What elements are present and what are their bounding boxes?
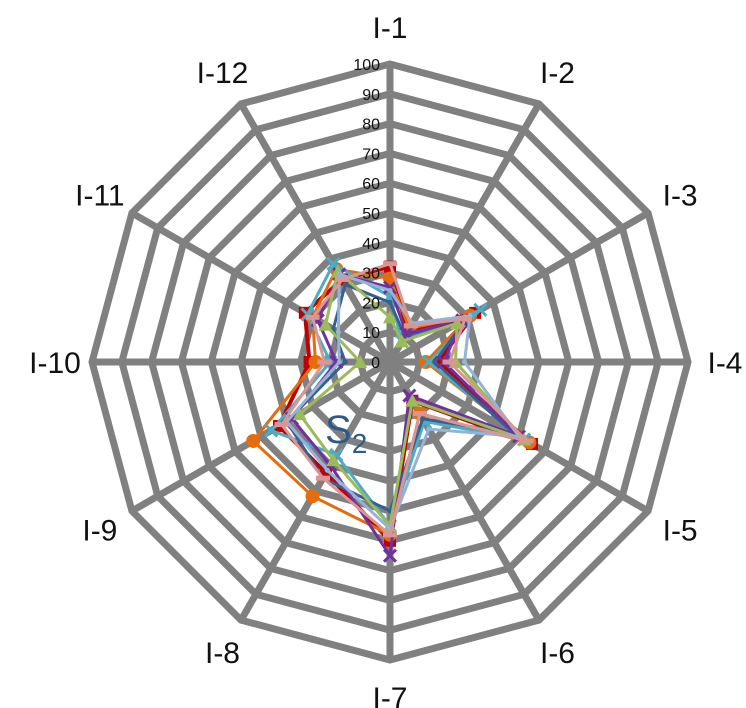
- series-7-point-I-8: [324, 467, 330, 473]
- category-labels: I-1 I-2 I-3 I-4 I-5 I-6 I-7 I-8 I-9 I-10 I-11 I-12: [29, 12, 742, 708]
- category-label-I-9: I-9: [82, 515, 117, 548]
- series-7-point-I-12: [336, 271, 342, 277]
- series-6-point-I-2: [394, 334, 409, 348]
- series-2-point-I-9: [246, 433, 261, 448]
- series-6-point-I-11: [318, 317, 333, 331]
- category-label-I-1: I-1: [372, 12, 407, 45]
- series-4-point-I-1: [387, 299, 393, 305]
- series-7-point-I-10: [336, 359, 342, 365]
- category-label-I-6: I-6: [540, 637, 575, 670]
- spoke-I-3: [388, 209, 650, 366]
- chart-annotation: S2: [325, 408, 367, 459]
- r-tick-label-40: 40: [362, 236, 380, 253]
- series-8-point-I-2: [403, 323, 418, 329]
- series-5-point-I-1: [382, 280, 398, 295]
- r-tick-label-50: 50: [362, 206, 380, 223]
- series-6-point-I-10: [353, 355, 368, 368]
- series-8-point-I-4: [442, 359, 457, 365]
- series-7-point-I-1: [387, 287, 393, 293]
- r-tick-label-90: 90: [362, 87, 380, 104]
- category-label-I-8: I-8: [205, 637, 240, 670]
- series-8-point-I-10: [317, 359, 332, 365]
- series-4-point-I-12: [342, 282, 348, 288]
- series-6-point-I-6: [405, 393, 420, 407]
- series-8: [274, 261, 534, 538]
- series-8-point-I-5: [519, 438, 534, 444]
- spoke-I-11: [130, 209, 392, 366]
- series-8-point-I-7: [383, 532, 397, 538]
- category-label-I-12: I-12: [197, 57, 249, 90]
- series-7-point-I-4: [462, 359, 467, 365]
- series-6-point-I-8: [326, 453, 341, 467]
- series-8-point-I-9: [274, 422, 289, 428]
- r-tick-label-80: 80: [362, 117, 380, 134]
- radar-grid: [88, 60, 692, 664]
- category-label-I-4: I-4: [707, 347, 742, 380]
- series-4-point-I-6: [420, 416, 426, 422]
- series-2-point-I-10: [308, 355, 323, 369]
- series-8-point-I-12: [335, 276, 350, 282]
- spoke-I-12: [237, 102, 394, 364]
- r-tick-label-30: 30: [362, 266, 380, 283]
- series-7-point-I-11: [335, 329, 341, 335]
- spoke-I-9: [130, 358, 392, 515]
- series-4-point-I-10: [342, 359, 348, 365]
- series-3-point-I-4: [421, 354, 436, 370]
- series-6-point-I-3: [450, 316, 465, 330]
- r-tick-label-20: 20: [362, 295, 380, 312]
- series-6-point-I-1: [383, 310, 397, 324]
- category-label-I-2: I-2: [540, 57, 575, 90]
- r-tick-label-0: 0: [371, 355, 380, 372]
- r-tick-label-70: 70: [362, 146, 380, 163]
- series-8-point-I-3: [457, 316, 472, 322]
- series-8-point-I-11: [305, 314, 320, 320]
- annotation-subscript: 2: [352, 428, 368, 459]
- category-label-I-7: I-7: [372, 682, 407, 708]
- series-8-point-I-6: [412, 411, 427, 417]
- category-label-I-10: I-10: [29, 347, 81, 380]
- series-4-point-I-4: [432, 359, 438, 365]
- category-label-I-11: I-11: [75, 180, 124, 213]
- radar-series: [246, 256, 538, 563]
- category-label-I-5: I-5: [663, 515, 698, 548]
- annotation-main: S: [325, 408, 352, 452]
- series-3-point-I-3: [473, 302, 488, 317]
- series-8-point-I-8: [315, 475, 330, 481]
- r-tick-label-60: 60: [362, 176, 380, 193]
- series-6-point-I-9: [292, 407, 307, 421]
- r-tick-label-10: 10: [362, 325, 380, 342]
- series-5-point-I-7: [382, 548, 398, 563]
- series-2-point-I-8: [305, 489, 320, 504]
- radial-tick-labels: 0 10 20 30 40 50 60 70 80 90 100: [353, 57, 380, 372]
- category-label-I-3: I-3: [663, 180, 698, 213]
- r-tick-label-100: 100: [353, 57, 380, 74]
- series-2-point-I-4: [418, 355, 433, 369]
- spoke-I-2: [386, 102, 543, 364]
- series-7-point-I-6: [426, 426, 432, 432]
- series-8-point-I-1: [383, 261, 397, 267]
